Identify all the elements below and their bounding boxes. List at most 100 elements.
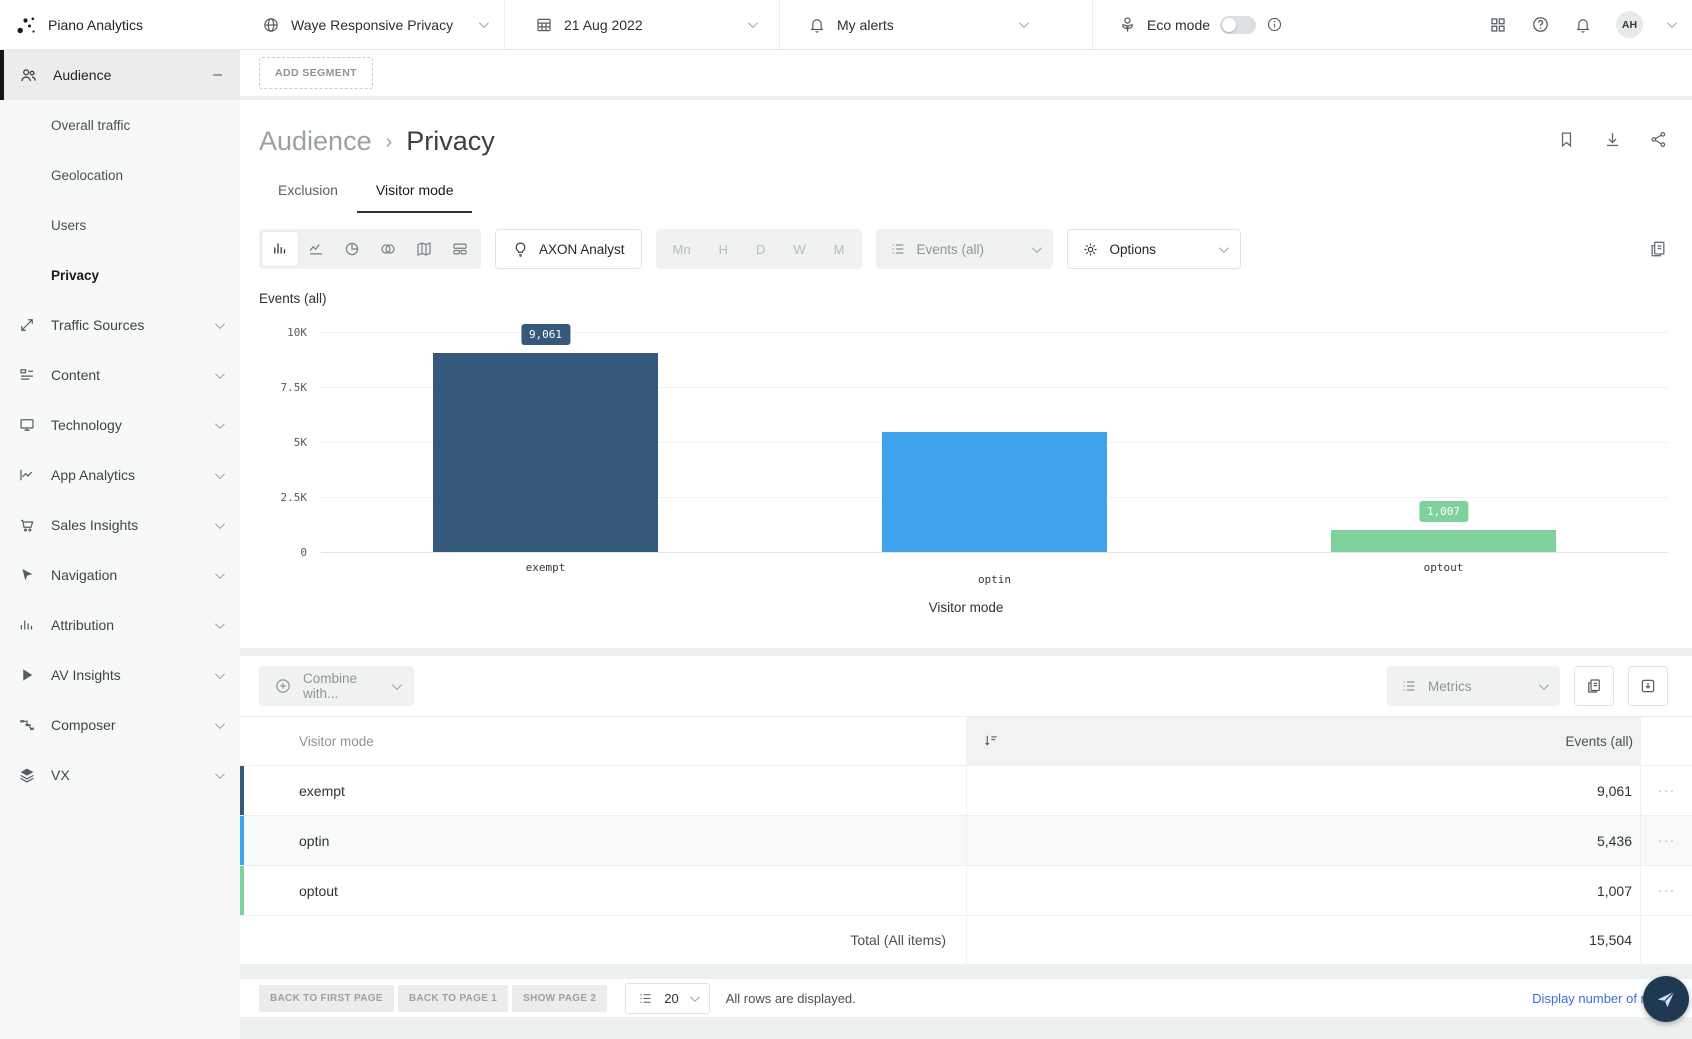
site-selector[interactable]: Waye Responsive Privacy bbox=[240, 0, 505, 49]
divider bbox=[240, 96, 1692, 100]
chevron-down-icon bbox=[214, 418, 225, 429]
sidebar-item-overall-traffic[interactable]: Overall traffic bbox=[0, 100, 240, 150]
table-row[interactable]: optout 1,007 ··· bbox=[240, 865, 1692, 915]
download-icon[interactable] bbox=[1603, 130, 1622, 149]
dashboard-layout-icon[interactable] bbox=[442, 232, 478, 266]
notifications-bell-icon[interactable] bbox=[1574, 16, 1592, 34]
chevron-down-icon bbox=[689, 991, 700, 1002]
sidebar-item-geolocation[interactable]: Geolocation bbox=[0, 150, 240, 200]
row-value: 1,007 bbox=[966, 866, 1641, 915]
map-icon[interactable] bbox=[406, 232, 442, 266]
copy-table-button[interactable] bbox=[1574, 666, 1614, 706]
sidebar: Audience – Overall traffic Geolocation U… bbox=[0, 50, 240, 1039]
sidebar-item-vx[interactable]: VX bbox=[0, 750, 240, 800]
table-row[interactable]: optin 5,436 ··· bbox=[240, 815, 1692, 865]
sidebar-item-navigation[interactable]: Navigation bbox=[0, 550, 240, 600]
sidebar-item-attribution[interactable]: Attribution bbox=[0, 600, 240, 650]
sidebar-item-content[interactable]: Content bbox=[0, 350, 240, 400]
content-icon bbox=[18, 366, 36, 384]
chevron-down-icon bbox=[214, 518, 225, 529]
chart-toolbar: AXON Analyst Mn H D W M Events (all) bbox=[240, 213, 1692, 269]
y-axis-tick: 7.5K bbox=[280, 381, 308, 394]
axon-analyst-button[interactable]: AXON Analyst bbox=[495, 229, 642, 269]
bar-optin[interactable] bbox=[882, 432, 1107, 552]
granularity-mn[interactable]: Mn bbox=[672, 241, 691, 257]
metrics-dropdown[interactable]: Metrics bbox=[1387, 666, 1560, 706]
tab-exclusion[interactable]: Exclusion bbox=[278, 182, 338, 198]
sidebar-item-technology[interactable]: Technology bbox=[0, 400, 240, 450]
share-icon[interactable] bbox=[1649, 130, 1668, 149]
granularity-h[interactable]: H bbox=[718, 241, 728, 257]
chevron-down-icon bbox=[478, 18, 489, 29]
globe-icon bbox=[262, 16, 280, 34]
chevron-down-icon bbox=[1218, 242, 1229, 253]
bar-chart-icon[interactable] bbox=[262, 232, 298, 266]
sidebar-item-label: Attribution bbox=[51, 617, 115, 633]
breadcrumb-parent[interactable]: Audience bbox=[259, 126, 372, 156]
column-header-visitor-mode[interactable]: Visitor mode bbox=[299, 733, 374, 749]
topbar-right: AH bbox=[1489, 11, 1692, 38]
add-segment-button[interactable]: ADD SEGMENT bbox=[259, 57, 373, 89]
sidebar-item-composer[interactable]: Composer bbox=[0, 700, 240, 750]
total-value: 15,504 bbox=[966, 916, 1641, 964]
row-menu-ellipsis[interactable]: ··· bbox=[1657, 832, 1676, 849]
sidebar-item-app-analytics[interactable]: App Analytics bbox=[0, 450, 240, 500]
date-picker[interactable]: 21 Aug 2022 bbox=[505, 0, 780, 49]
download-table-button[interactable] bbox=[1628, 666, 1668, 706]
line-chart-icon[interactable] bbox=[298, 232, 334, 266]
display-number-of-rows-link[interactable]: Display number of rows bbox=[1532, 990, 1668, 1006]
options-dropdown[interactable]: Options bbox=[1066, 229, 1241, 269]
column-header-events[interactable]: Events (all) bbox=[966, 717, 1641, 765]
show-page-2-button[interactable]: SHOW PAGE 2 bbox=[512, 984, 608, 1012]
audience-people-icon bbox=[19, 66, 38, 85]
events-dropdown[interactable]: Events (all) bbox=[875, 229, 1053, 269]
app-title: Piano Analytics bbox=[48, 16, 143, 33]
bar-exempt[interactable] bbox=[433, 352, 658, 552]
sidebar-item-label: Composer bbox=[51, 717, 116, 733]
my-alerts-menu[interactable]: My alerts bbox=[780, 0, 1093, 49]
pie-chart-icon[interactable] bbox=[334, 232, 370, 266]
apps-grid-icon[interactable] bbox=[1489, 16, 1507, 34]
sidebar-item-label: Sales Insights bbox=[51, 517, 139, 533]
sidebar-item-audience[interactable]: Audience – bbox=[0, 50, 240, 100]
back-to-first-page-button[interactable]: BACK TO FIRST PAGE bbox=[259, 984, 394, 1012]
chevron-down-icon bbox=[1031, 242, 1042, 253]
venn-diagram-icon[interactable] bbox=[370, 232, 406, 266]
sidebar-item-traffic-sources[interactable]: Traffic Sources bbox=[0, 300, 240, 350]
granularity-m[interactable]: M bbox=[833, 241, 845, 257]
app-analytics-chart-icon bbox=[18, 466, 36, 484]
eco-mode-toggle[interactable] bbox=[1220, 15, 1257, 34]
sidebar-item-users[interactable]: Users bbox=[0, 200, 240, 250]
granularity-w[interactable]: W bbox=[793, 241, 806, 257]
collapse-minus-icon[interactable]: – bbox=[213, 66, 222, 83]
tab-visitor-mode[interactable]: Visitor mode bbox=[356, 171, 473, 213]
sort-descending-icon[interactable] bbox=[982, 732, 1000, 750]
table-row[interactable]: exempt 9,061 ··· bbox=[240, 765, 1692, 815]
sidebar-item-av-insights[interactable]: AV Insights bbox=[0, 650, 240, 700]
back-to-page-1-button[interactable]: BACK TO PAGE 1 bbox=[397, 984, 509, 1012]
help-icon[interactable] bbox=[1531, 15, 1550, 34]
copy-report-icon[interactable] bbox=[1648, 239, 1668, 259]
brand: Piano Analytics bbox=[0, 15, 240, 35]
row-value: 9,061 bbox=[966, 766, 1641, 815]
main-content: ADD SEGMENT Audience › Privacy bbox=[240, 50, 1692, 1039]
row-menu-ellipsis[interactable]: ··· bbox=[1657, 782, 1676, 799]
attribution-bars-icon bbox=[18, 616, 36, 634]
row-menu-ellipsis[interactable]: ··· bbox=[1657, 882, 1676, 899]
sidebar-item-sales-insights[interactable]: Sales Insights bbox=[0, 500, 240, 550]
user-avatar[interactable]: AH bbox=[1616, 11, 1643, 38]
total-label: Total (All items) bbox=[850, 932, 946, 948]
rows-per-page-dropdown[interactable]: 20 bbox=[625, 982, 710, 1014]
combine-with-dropdown[interactable]: Combine with... bbox=[259, 666, 414, 706]
metrics-dropdown-label: Metrics bbox=[1428, 678, 1472, 694]
info-icon[interactable] bbox=[1266, 16, 1283, 33]
bookmark-icon[interactable] bbox=[1557, 130, 1576, 149]
bar-optout[interactable] bbox=[1331, 529, 1556, 552]
sidebar-item-privacy[interactable]: Privacy bbox=[0, 250, 240, 300]
feedback-fab-button[interactable] bbox=[1643, 976, 1689, 1022]
granularity-d[interactable]: D bbox=[756, 241, 766, 257]
chevron-down-icon bbox=[214, 768, 225, 779]
chevron-down-icon[interactable] bbox=[1666, 18, 1677, 29]
bar-chart: 10K 7.5K 5K 2.5K 0 9,061 exempt bbox=[259, 323, 1668, 586]
eco-mode-section: Eco mode bbox=[1093, 0, 1283, 49]
